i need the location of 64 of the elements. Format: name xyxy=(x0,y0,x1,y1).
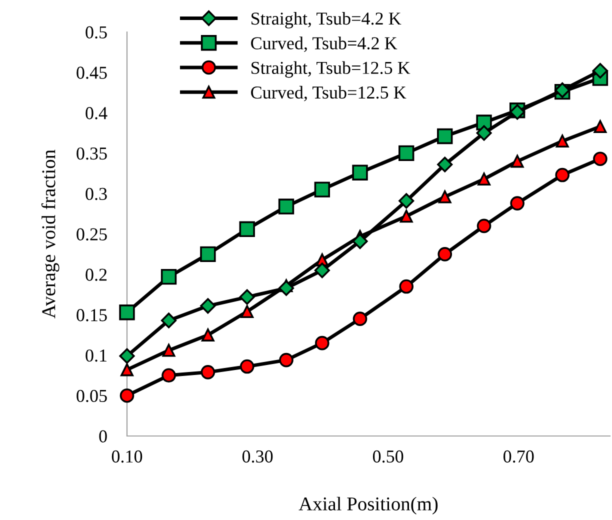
point xyxy=(555,168,570,182)
point xyxy=(119,304,135,320)
point xyxy=(476,218,492,234)
point xyxy=(120,363,134,376)
point xyxy=(399,279,414,294)
point xyxy=(314,262,330,278)
point xyxy=(240,359,254,374)
x-tick-label: 0.50 xyxy=(372,450,404,463)
legend-label: Curved, Tsub=4.2 K xyxy=(251,36,398,52)
y-tick-label: 0.25 xyxy=(76,228,107,241)
y-tick-label: 0.3 xyxy=(86,188,107,200)
y-tick-label: 0.4 xyxy=(86,107,108,120)
point xyxy=(478,172,490,186)
point xyxy=(352,312,368,326)
point xyxy=(162,344,176,357)
y-tick-label: 0 xyxy=(99,430,107,442)
point xyxy=(239,221,255,237)
point xyxy=(398,193,414,209)
y-tick-label: 0.2 xyxy=(86,268,107,281)
legend-label: Straight, Tsub=4.2 K xyxy=(252,12,402,28)
point xyxy=(592,63,608,79)
point xyxy=(314,182,330,198)
y-axis-title: Average void fraction xyxy=(41,150,60,318)
y-tick-label: 0.5 xyxy=(86,26,107,39)
legend-label: Curved, Tsub=12.5 K xyxy=(251,86,406,102)
y-tick-label: 0.45 xyxy=(76,66,107,79)
y-tick-label: 0.15 xyxy=(76,309,107,322)
point xyxy=(438,190,452,204)
point xyxy=(201,328,214,342)
point xyxy=(593,152,608,166)
y-tick-label: 0.35 xyxy=(76,147,107,160)
x-axis-title: Axial Position(m) xyxy=(298,496,438,514)
point xyxy=(160,312,177,328)
point xyxy=(437,128,453,144)
point xyxy=(119,348,135,364)
point xyxy=(200,365,216,380)
y-tick-label: 0.1 xyxy=(86,349,106,362)
point xyxy=(200,246,216,262)
point xyxy=(240,305,254,318)
y-tick-label: 0.05 xyxy=(76,390,107,402)
point xyxy=(556,134,569,148)
point xyxy=(200,298,216,314)
point xyxy=(476,125,492,141)
point xyxy=(315,336,330,350)
point xyxy=(438,247,452,262)
point xyxy=(352,233,368,250)
point xyxy=(278,198,294,214)
point xyxy=(400,210,413,223)
x-tick-label: 0.70 xyxy=(504,450,534,463)
point xyxy=(594,120,607,133)
point xyxy=(160,268,177,285)
legend-label: Straight, Tsub=12.5 K xyxy=(252,61,410,78)
point xyxy=(239,289,255,305)
point xyxy=(278,280,294,296)
point xyxy=(398,145,414,162)
point xyxy=(510,196,524,210)
point xyxy=(162,368,176,383)
point xyxy=(352,164,368,180)
x-tick-label: 0.30 xyxy=(242,450,273,463)
point xyxy=(437,156,453,172)
x-tick-label: 0.10 xyxy=(112,450,142,463)
point xyxy=(279,352,294,368)
point xyxy=(510,154,524,168)
point xyxy=(120,388,134,403)
